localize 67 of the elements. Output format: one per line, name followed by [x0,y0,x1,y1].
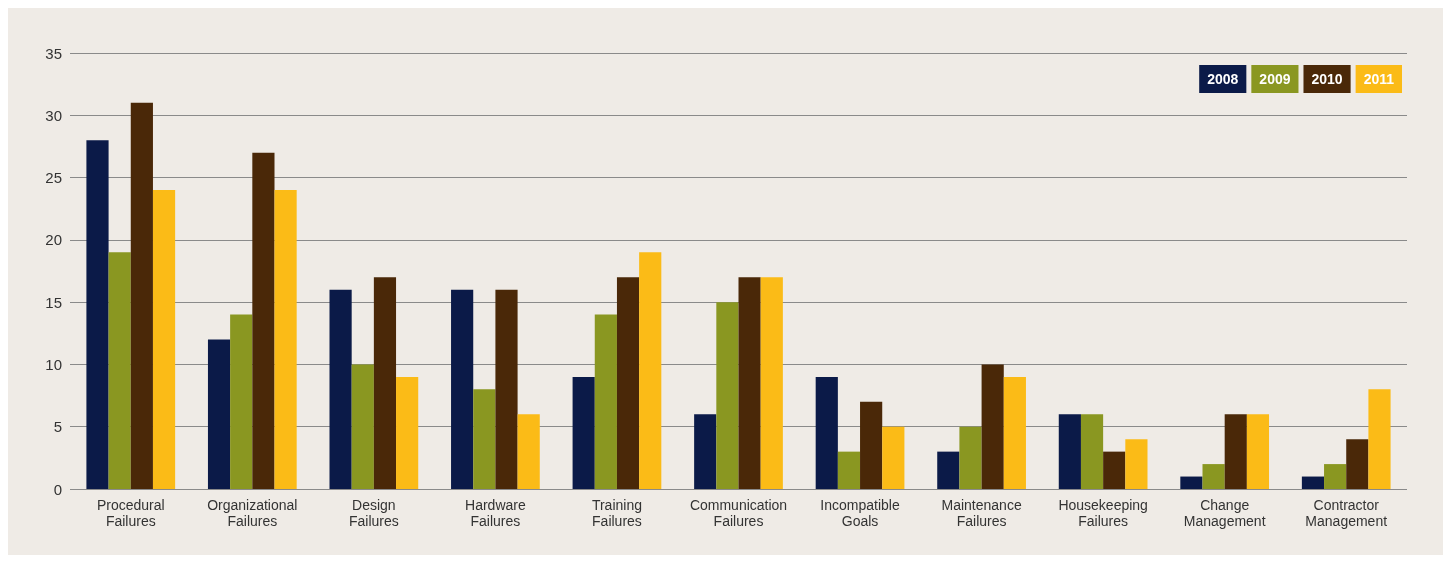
bar [815,376,838,489]
bar [594,314,617,489]
bar [329,289,352,489]
bar [639,252,662,489]
bar [1346,439,1369,489]
text: 2011 [1363,71,1395,87]
bar [230,314,253,489]
bar [1058,414,1081,489]
y-tick-label: 25 [45,169,62,187]
bar [351,364,374,489]
bar [473,389,496,489]
x-tick-label: Hardware Failures [465,497,526,529]
bar [108,252,131,489]
bar [837,451,861,489]
x-tick-label: Maintenance Failures [941,497,1022,529]
bar [716,302,739,489]
bar [1301,476,1325,489]
bar [1180,476,1203,489]
y-tick-label: 5 [53,418,62,436]
bar [760,277,783,489]
x-tick-label: Incompatible Goals [820,497,900,529]
bar [1080,414,1104,489]
y-tick-label: 35 [45,44,62,62]
bar [1202,464,1225,489]
bar [207,339,231,489]
bar [1103,451,1126,489]
bar [694,414,717,489]
bar [86,140,109,489]
text: 2010 [1311,71,1343,87]
y-tick-label: 15 [45,293,62,311]
bar [451,289,474,489]
bar [937,451,960,489]
y-tick-label: 0 [53,480,62,498]
bar [1368,389,1391,489]
x-tick-label: Contractor Management [1305,497,1388,529]
bar [616,277,640,489]
x-tick-label: Change Management [1183,497,1266,529]
text: 2008 [1207,71,1239,87]
bar [738,277,761,489]
bar [1003,376,1026,489]
bar [373,277,397,489]
x-tick-label: Housekeeping Failures [1058,497,1148,529]
bar [517,414,540,489]
y-tick-label: 30 [45,106,62,124]
bar [495,289,518,489]
bar [1324,464,1347,489]
x-tick-label: Training Failures [591,497,642,529]
y-tick-label: 10 [45,355,62,373]
x-tick-label: Design Failures [348,497,399,529]
y-tick-label: 20 [45,231,62,249]
x-tick-label: Organizational Failures [207,497,298,529]
bar [130,102,153,489]
bar [860,401,883,489]
bar [252,152,275,489]
bar [572,376,595,489]
bar [882,426,905,489]
bar [1224,414,1247,489]
bar [959,426,982,489]
bar [1125,439,1148,489]
bar [274,190,297,489]
bar [152,190,176,489]
text: 2009 [1259,71,1291,87]
bar [981,364,1004,489]
bar [1246,414,1270,489]
x-tick-label: Communication Failures [689,497,788,529]
x-tick-label: Procedural Failures [96,497,165,529]
bar [396,376,419,489]
